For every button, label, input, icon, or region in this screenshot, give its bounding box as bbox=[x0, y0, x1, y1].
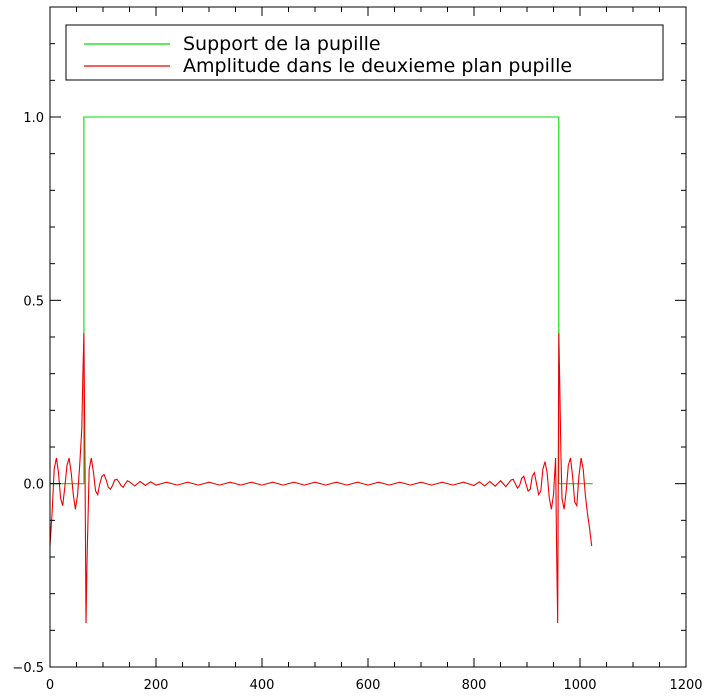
x-tick-label: 600 bbox=[356, 678, 381, 693]
x-tick-label: 1000 bbox=[563, 678, 596, 693]
series-line-2 bbox=[50, 333, 593, 624]
series-layer bbox=[50, 116, 593, 624]
series-line-1 bbox=[50, 116, 593, 485]
legend-label-1: Support de la pupille bbox=[183, 33, 381, 55]
x-tick-label: 400 bbox=[250, 678, 275, 693]
y-tick-label: −0.5 bbox=[12, 661, 44, 676]
y-tick-label: 1.0 bbox=[23, 111, 44, 126]
ticks-layer: 0 200 400 600 800 1000 1200 −0.5 0.0 0.5 1.0 bbox=[12, 6, 703, 693]
y-tick-label: 0.0 bbox=[23, 478, 44, 493]
legend-box bbox=[65, 24, 664, 81]
x-tick-label: 200 bbox=[144, 678, 169, 693]
x-tick-label: 1200 bbox=[669, 678, 702, 693]
x-tick-label: 0 bbox=[46, 678, 54, 693]
legend-label-2: Amplitude dans le deuxieme plan pupille bbox=[183, 55, 572, 77]
y-tick-label: 0.5 bbox=[23, 294, 44, 309]
x-tick-label: 800 bbox=[462, 678, 487, 693]
plot-frame bbox=[49, 6, 687, 668]
